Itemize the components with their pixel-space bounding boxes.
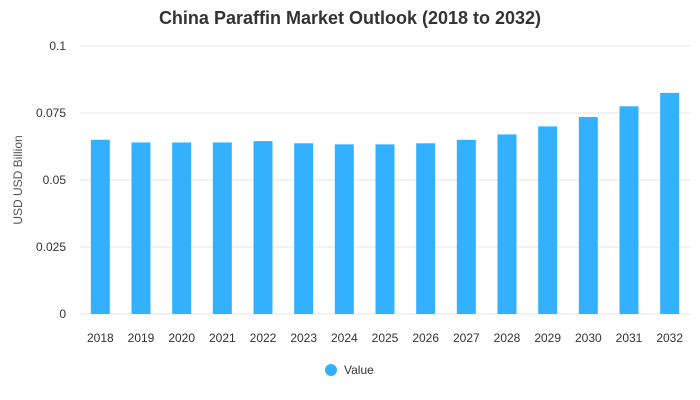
bar-2018[interactable]	[90, 139, 110, 314]
bar-2032[interactable]	[660, 92, 680, 315]
y-tick-label: 0.075	[36, 106, 66, 120]
x-tick-label: 2030	[575, 331, 602, 345]
bar-2025[interactable]	[375, 144, 395, 314]
bar-2021[interactable]	[212, 142, 232, 314]
bar-2031[interactable]	[619, 106, 639, 314]
bar-2027[interactable]	[456, 139, 476, 314]
legend[interactable]: Value	[325, 363, 374, 377]
x-tick-label: 2020	[168, 331, 195, 345]
x-tick-label: 2019	[128, 331, 155, 345]
x-tick-label: 2023	[290, 331, 317, 345]
x-tick-label: 2024	[331, 331, 358, 345]
x-axis-ticks: 2018 2019 2020 2021 2022 2023 2024 2025 2026 2027…	[87, 331, 683, 345]
legend-label: Value	[344, 363, 374, 377]
legend-marker	[325, 364, 337, 376]
y-tick-label: 0.05	[43, 173, 67, 187]
bar-2029[interactable]	[538, 126, 558, 315]
chart-title: China Paraffin Market Outlook (2018 to 2…	[158, 8, 542, 28]
x-tick-label: 2031	[616, 331, 643, 345]
x-tick-label: 2032	[656, 331, 683, 345]
bar-2020[interactable]	[172, 142, 192, 314]
y-axis-ticks: 0 0.025 0.05 0.075 0.1	[36, 39, 66, 321]
bar-2026[interactable]	[416, 143, 436, 314]
y-axis-title: USD USD Billion	[11, 135, 25, 224]
bar-2023[interactable]	[294, 143, 314, 314]
bar-2019[interactable]	[131, 142, 151, 314]
x-tick-label: 2029	[534, 331, 561, 345]
y-tick-label: 0.025	[36, 240, 66, 254]
bar-2028[interactable]	[497, 134, 517, 314]
x-tick-label: 2028	[494, 331, 521, 345]
x-tick-label: 2022	[250, 331, 277, 345]
x-tick-label: 2027	[453, 331, 480, 345]
x-tick-label: 2018	[87, 331, 114, 345]
y-tick-label: 0.1	[49, 39, 66, 53]
x-tick-label: 2026	[412, 331, 439, 345]
y-tick-label: 0	[59, 307, 66, 321]
bar-2024[interactable]	[334, 144, 354, 314]
x-tick-label: 2025	[372, 331, 399, 345]
bars	[90, 92, 680, 315]
x-tick-label: 2021	[209, 331, 236, 345]
bar-2022[interactable]	[253, 141, 273, 314]
bar-2030[interactable]	[578, 117, 598, 315]
